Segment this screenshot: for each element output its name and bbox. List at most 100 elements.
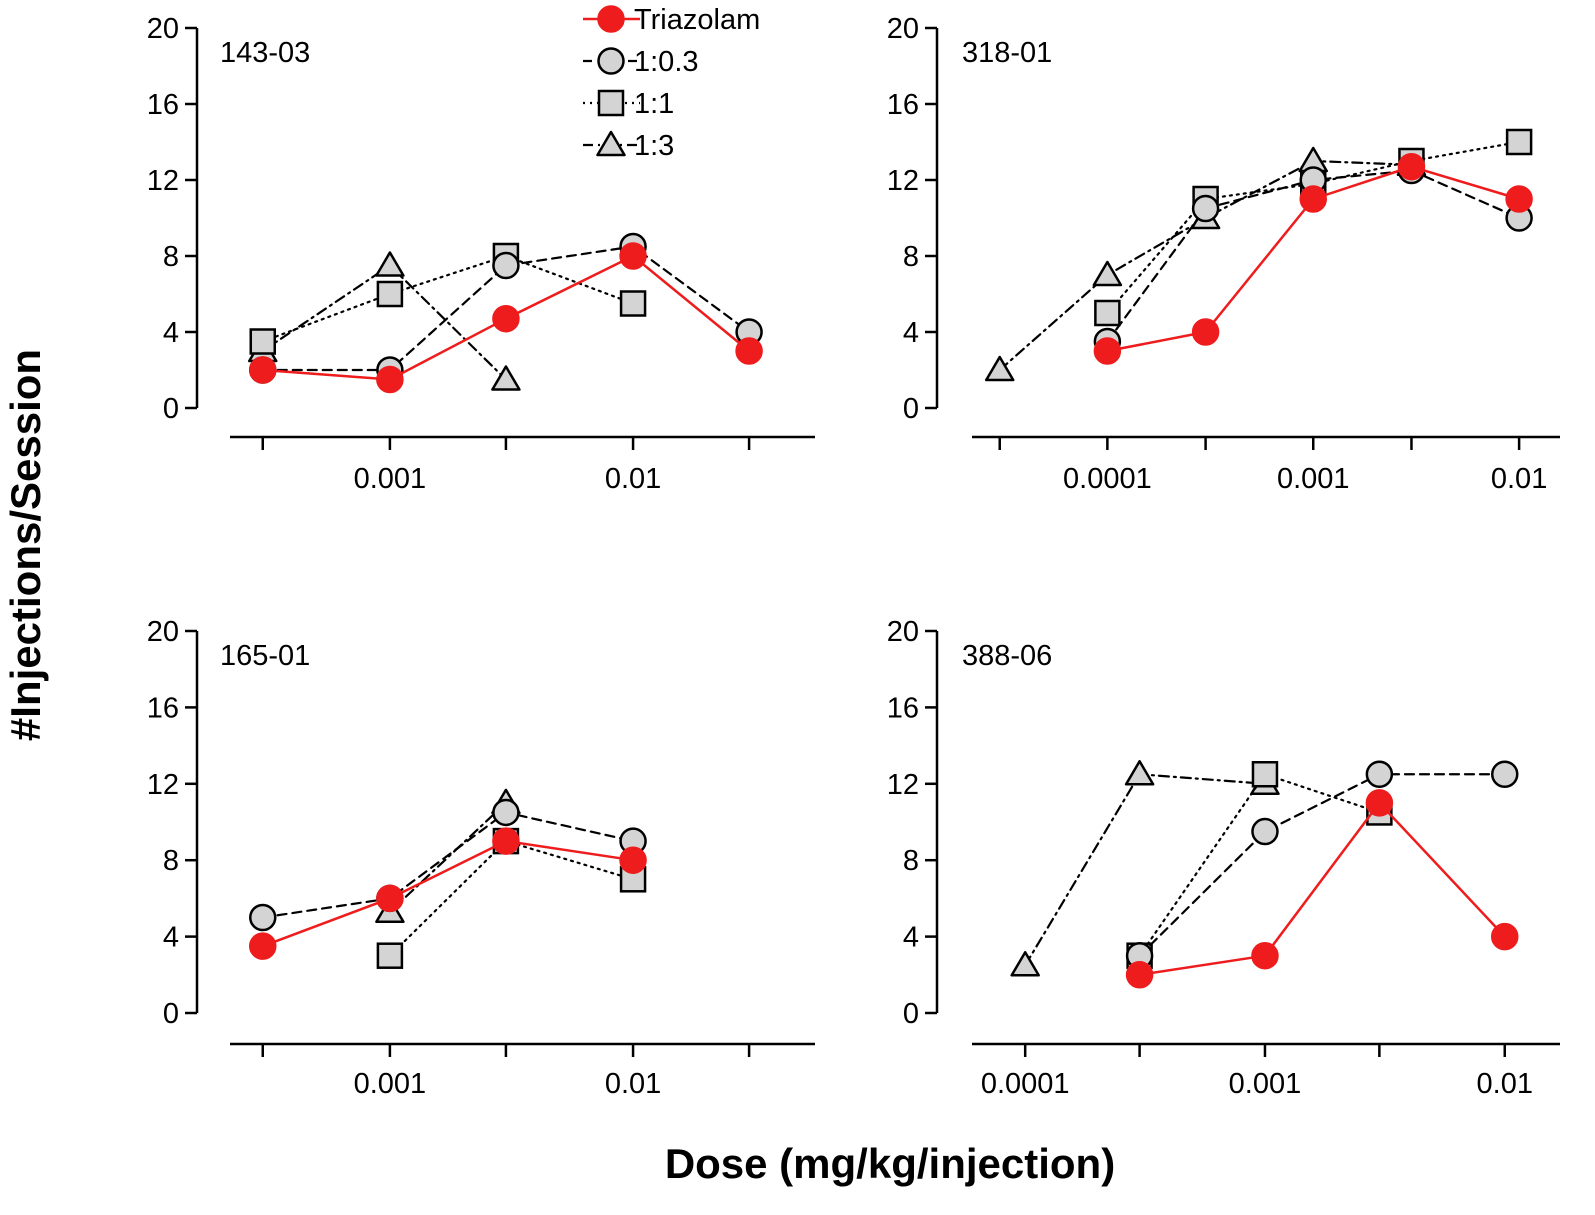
- y-tick-label: 16: [147, 692, 179, 724]
- data-point: [1092, 260, 1123, 287]
- panel-id: 165-01: [220, 640, 310, 672]
- data-point: [249, 903, 277, 932]
- y-tick-label: 4: [903, 922, 919, 954]
- y-tick-label: 8: [163, 241, 179, 273]
- series-1:0.3: [1125, 760, 1519, 970]
- data-point: [492, 827, 520, 855]
- data-point: [1299, 185, 1327, 213]
- x-tick-label: 0.001: [1277, 463, 1350, 495]
- y-tick-label: 0: [163, 393, 179, 425]
- legend-marker: [597, 47, 625, 75]
- series-Triazolam: [1093, 152, 1533, 365]
- legend-marker: [597, 89, 625, 117]
- legend-marker: [597, 5, 625, 33]
- panel-388-06: 0 4 8 12 16 20 0.0001 0.001 0.01 388-06: [887, 616, 1560, 1100]
- data-point: [619, 242, 647, 270]
- data-point: [376, 884, 404, 913]
- series-line: [388, 801, 508, 913]
- panel-id: 318-01: [962, 37, 1052, 69]
- x-tick-label: 0.01: [1477, 1068, 1533, 1100]
- x-tick-label: 0.01: [1491, 463, 1547, 495]
- data-point: [492, 304, 520, 333]
- legend-item-1:0.3: 1:0.3: [583, 46, 699, 78]
- y-axis-title: #Injections/Session: [2, 349, 49, 741]
- y-tick-label: 20: [147, 616, 179, 648]
- y-tick-label: 12: [887, 769, 919, 801]
- legend-item-1:3: 1:3: [583, 130, 674, 162]
- legend-label: 1:0.3: [634, 46, 699, 78]
- panel-id: 143-03: [220, 37, 310, 69]
- panels: 0 4 8 12 16 20 0.001 0.01 143-03 0 4 8 12 16 20 0.0001 0…: [147, 13, 1560, 1100]
- panel-165-01: 0 4 8 12 16 20 0.001 0.01 165-01: [147, 616, 815, 1100]
- panel-id: 388-06: [962, 640, 1052, 672]
- x-tick-label: 0.001: [1229, 1068, 1302, 1100]
- legend-label: 1:3: [634, 130, 674, 162]
- y-tick-label: 16: [147, 89, 179, 121]
- data-point: [619, 290, 647, 317]
- data-point: [249, 356, 277, 384]
- data-point: [1010, 951, 1040, 977]
- y-tick-label: 16: [887, 692, 919, 724]
- data-point: [375, 251, 405, 277]
- x-tick-label: 0.001: [354, 463, 427, 495]
- data-point: [1365, 789, 1394, 817]
- legend-item-Triazolam: Triazolam: [583, 4, 760, 36]
- panel-318-01: 0 4 8 12 16 20 0.0001 0.001 0.01 318-01: [887, 13, 1560, 495]
- y-tick-label: 4: [163, 922, 179, 954]
- data-point: [1124, 760, 1155, 786]
- y-tick-label: 0: [903, 393, 919, 425]
- x-axis-title: Dose (mg/kg/injection): [665, 1140, 1115, 1187]
- data-point: [491, 365, 521, 391]
- data-point: [1191, 318, 1220, 346]
- data-point: [1490, 760, 1519, 788]
- series-Triazolam: [249, 242, 763, 394]
- x-tick-label: 0.001: [354, 1068, 427, 1100]
- x-tick-label: 0.0001: [981, 1068, 1070, 1100]
- data-point: [376, 280, 404, 308]
- data-point: [249, 932, 277, 960]
- data-point: [1094, 299, 1121, 327]
- series-Triazolam: [1125, 789, 1519, 989]
- panel-143-03: 0 4 8 12 16 20 0.001 0.01 143-03: [147, 13, 815, 495]
- y-tick-label: 8: [163, 845, 179, 877]
- data-point: [376, 365, 404, 394]
- legend: Triazolam 1:0.3 1:1 1:3: [583, 4, 760, 162]
- series-Triazolam: [249, 827, 647, 960]
- legend-label: Triazolam: [634, 4, 760, 36]
- legend-label: 1:1: [634, 88, 674, 120]
- x-tick-label: 0.01: [605, 463, 661, 495]
- data-point: [249, 328, 277, 355]
- series-line: [1024, 773, 1267, 967]
- y-tick-label: 4: [163, 317, 179, 349]
- y-tick-label: 4: [903, 317, 919, 349]
- y-tick-label: 20: [887, 616, 919, 648]
- x-tick-label: 0.01: [605, 1068, 661, 1100]
- legend-marker: [596, 130, 626, 157]
- series-line: [1138, 801, 1506, 977]
- series-line: [1138, 773, 1381, 957]
- data-point: [1125, 961, 1154, 989]
- data-point: [1397, 152, 1426, 181]
- series-1:1: [249, 242, 647, 355]
- data-point: [1505, 185, 1533, 213]
- series-line: [388, 839, 635, 957]
- data-point: [1251, 941, 1279, 970]
- y-tick-label: 12: [147, 769, 179, 801]
- data-point: [492, 798, 520, 827]
- series-line: [261, 811, 635, 919]
- series-line: [1138, 773, 1506, 957]
- series-line: [261, 254, 635, 343]
- y-tick-label: 12: [147, 165, 179, 197]
- legend-item-1:1: 1:1: [583, 88, 674, 120]
- data-point: [1490, 922, 1519, 951]
- y-tick-label: 8: [903, 845, 919, 877]
- y-tick-label: 16: [887, 89, 919, 121]
- data-point: [1251, 817, 1279, 846]
- data-point: [1251, 761, 1279, 788]
- series-line: [261, 839, 635, 948]
- data-point: [376, 942, 404, 969]
- data-point: [984, 355, 1015, 382]
- data-point: [1505, 128, 1533, 156]
- y-tick-label: 20: [887, 13, 919, 45]
